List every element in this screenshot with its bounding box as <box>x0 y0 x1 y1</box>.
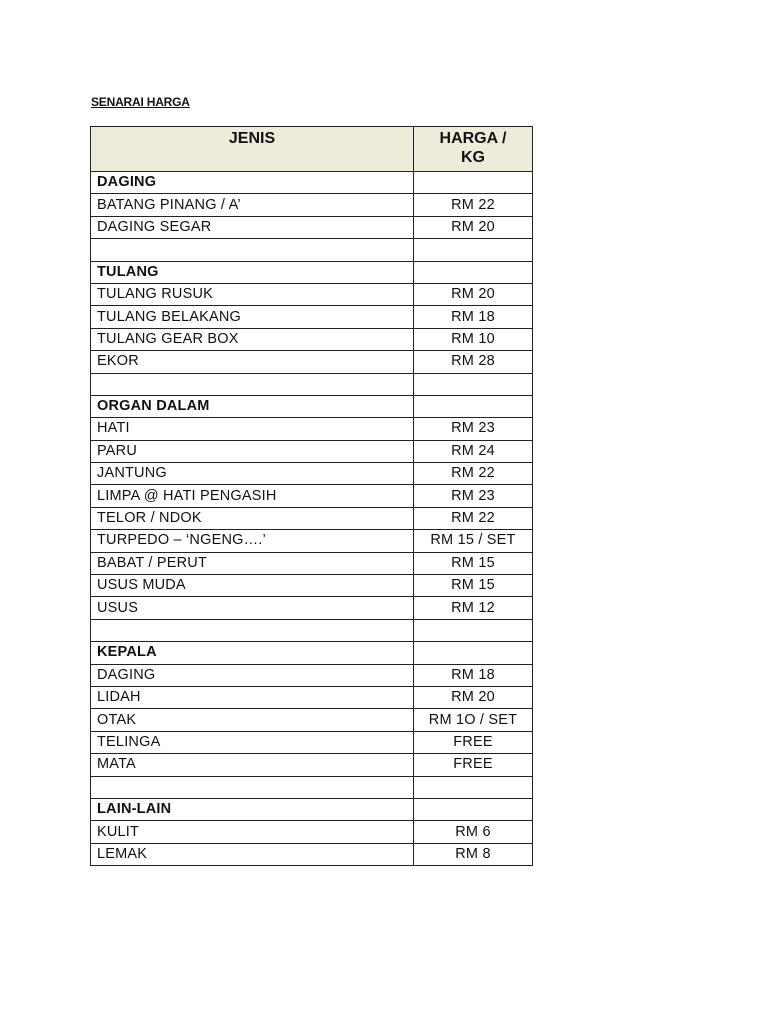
item-price: FREE <box>413 730 533 755</box>
item-price: RM 18 <box>413 305 533 329</box>
table-row: BABAT / PERUT RM 15 <box>90 551 533 576</box>
item-name: HATI <box>90 417 414 441</box>
table-row: USUS RM 12 <box>90 596 533 620</box>
item-name: BATANG PINANG / A’ <box>90 193 414 217</box>
item-name: BABAT / PERUT <box>90 551 414 576</box>
item-price: RM 22 <box>413 193 533 217</box>
table-row: HATI RM 23 <box>90 417 533 441</box>
item-price: RM 18 <box>413 663 533 687</box>
table-row: JANTUNG RM 22 <box>90 462 533 486</box>
item-price <box>413 170 533 195</box>
item-price <box>413 797 533 822</box>
item-price <box>413 641 533 665</box>
item-name: LIDAH <box>90 685 414 710</box>
table-body: DAGING BATANG PINANG / A’ RM 22 DAGING SEGA… <box>90 170 533 867</box>
item-price: RM 23 <box>413 484 533 508</box>
table-row: USUS MUDA RM 15 <box>90 574 533 598</box>
section-row: ORGAN DALAM <box>90 394 533 419</box>
table-row: DAGING SEGAR RM 20 <box>90 215 533 240</box>
table-row: TULANG GEAR BOX RM 10 <box>90 327 533 352</box>
table-row: MATA FREE <box>90 753 533 777</box>
item-price: RM 24 <box>413 439 533 464</box>
item-name <box>90 372 414 396</box>
item-name: MATA <box>90 753 414 777</box>
item-price <box>413 394 533 419</box>
item-name: PARU <box>90 439 414 464</box>
item-price: RM 15 <box>413 551 533 576</box>
item-name: DAGING SEGAR <box>90 215 414 240</box>
table-row: OTAK RM 1O / SET <box>90 708 533 732</box>
item-name <box>90 238 414 262</box>
item-name <box>90 775 414 799</box>
item-price <box>413 618 533 643</box>
blank-row <box>90 238 533 262</box>
item-price: RM 8 <box>413 842 533 867</box>
item-price: RM 1O / SET <box>413 708 533 732</box>
header-harga: HARGA / KG <box>413 126 533 172</box>
table-header-row: JENIS HARGA / KG <box>90 126 533 172</box>
item-price: RM 20 <box>413 282 533 307</box>
table-row: EKOR RM 28 <box>90 350 533 374</box>
item-price: RM 20 <box>413 685 533 710</box>
table-row: LIMPA @ HATI PENGASIH RM 23 <box>90 484 533 508</box>
table-row: LIDAH RM 20 <box>90 685 533 710</box>
table-row: TURPEDO – ‘NGENG….’ RM 15 / SET <box>90 529 533 553</box>
item-name: TULANG GEAR BOX <box>90 327 414 352</box>
item-name: KULIT <box>90 820 414 844</box>
item-price <box>413 238 533 262</box>
item-name: TELOR / NDOK <box>90 506 414 531</box>
section-row: KEPALA <box>90 641 533 665</box>
item-price: RM 28 <box>413 350 533 374</box>
section-row: TULANG <box>90 260 533 284</box>
item-name: DAGING <box>90 663 414 687</box>
item-price: RM 12 <box>413 596 533 620</box>
table-row: KULIT RM 6 <box>90 820 533 844</box>
item-name: TULANG RUSUK <box>90 282 414 307</box>
item-name: TELINGA <box>90 730 414 755</box>
blank-row <box>90 775 533 799</box>
item-price: RM 6 <box>413 820 533 844</box>
section-row: LAIN-LAIN <box>90 797 533 822</box>
table-row: PARU RM 24 <box>90 439 533 464</box>
item-price: RM 15 / SET <box>413 529 533 553</box>
item-name: USUS <box>90 596 414 620</box>
item-price: RM 15 <box>413 574 533 598</box>
section-label: TULANG <box>90 260 414 284</box>
item-price <box>413 372 533 396</box>
table-row: LEMAK RM 8 <box>90 842 533 867</box>
table-row: DAGING RM 18 <box>90 663 533 687</box>
item-name: TURPEDO – ‘NGENG….’ <box>90 529 414 553</box>
section-label: ORGAN DALAM <box>90 394 414 419</box>
item-price <box>413 775 533 799</box>
blank-row <box>90 618 533 643</box>
item-name: OTAK <box>90 708 414 732</box>
item-name: TULANG BELAKANG <box>90 305 414 329</box>
item-name: USUS MUDA <box>90 574 414 598</box>
item-price: RM 10 <box>413 327 533 352</box>
item-price: RM 20 <box>413 215 533 240</box>
section-label: KEPALA <box>90 641 414 665</box>
section-label: DAGING <box>90 170 414 195</box>
blank-row <box>90 372 533 396</box>
item-name: LIMPA @ HATI PENGASIH <box>90 484 414 508</box>
item-name: LEMAK <box>90 842 414 867</box>
item-price: RM 22 <box>413 462 533 486</box>
item-price: RM 23 <box>413 417 533 441</box>
section-row: DAGING <box>90 170 533 195</box>
item-price: RM 22 <box>413 506 533 531</box>
table-row: TULANG BELAKANG RM 18 <box>90 305 533 329</box>
table-row: TELINGA FREE <box>90 730 533 755</box>
table-row: TELOR / NDOK RM 22 <box>90 506 533 531</box>
item-name: EKOR <box>90 350 414 374</box>
section-label: LAIN-LAIN <box>90 797 414 822</box>
table-row: TULANG RUSUK RM 20 <box>90 282 533 307</box>
item-name: JANTUNG <box>90 462 414 486</box>
price-table: JENIS HARGA / KG DAGING BATANG PINANG / A… <box>90 126 533 867</box>
item-price <box>413 260 533 284</box>
header-jenis: JENIS <box>90 126 414 172</box>
item-price: FREE <box>413 753 533 777</box>
document-title: SENARAI HARGA <box>91 95 190 109</box>
item-name <box>90 618 414 643</box>
table-row: BATANG PINANG / A’ RM 22 <box>90 193 533 217</box>
